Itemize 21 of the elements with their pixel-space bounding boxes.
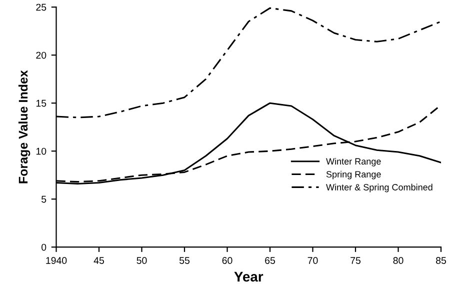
x-tick-label: 1940 bbox=[46, 257, 67, 264]
legend-label: Spring Range bbox=[326, 170, 381, 180]
x-tick-label: 45 bbox=[94, 257, 104, 264]
y-tick-label: 20 bbox=[36, 52, 46, 59]
y-tick-label: 15 bbox=[36, 100, 46, 107]
x-tick-label: 80 bbox=[393, 257, 404, 264]
legend-label: Winter & Spring Combined bbox=[326, 184, 432, 192]
legend-label: Winter Range bbox=[326, 158, 381, 166]
x-tick-label: 65 bbox=[265, 257, 275, 264]
y-tick-label: 0 bbox=[42, 244, 46, 251]
y-tick-label: 5 bbox=[42, 196, 46, 203]
x-tick-label: 50 bbox=[136, 257, 147, 264]
x-axis-title: Year bbox=[234, 272, 264, 282]
y-tick-label: 25 bbox=[36, 4, 46, 11]
x-tick-label: 55 bbox=[179, 257, 190, 264]
x-tick-label: 70 bbox=[308, 257, 318, 264]
x-tick-label: 75 bbox=[350, 257, 360, 264]
y-axis-title: Forage Value Index bbox=[18, 70, 30, 184]
y-tick-label: 10 bbox=[36, 148, 46, 155]
x-tick-label: 85 bbox=[436, 257, 446, 264]
x-tick-label: 60 bbox=[222, 257, 232, 264]
